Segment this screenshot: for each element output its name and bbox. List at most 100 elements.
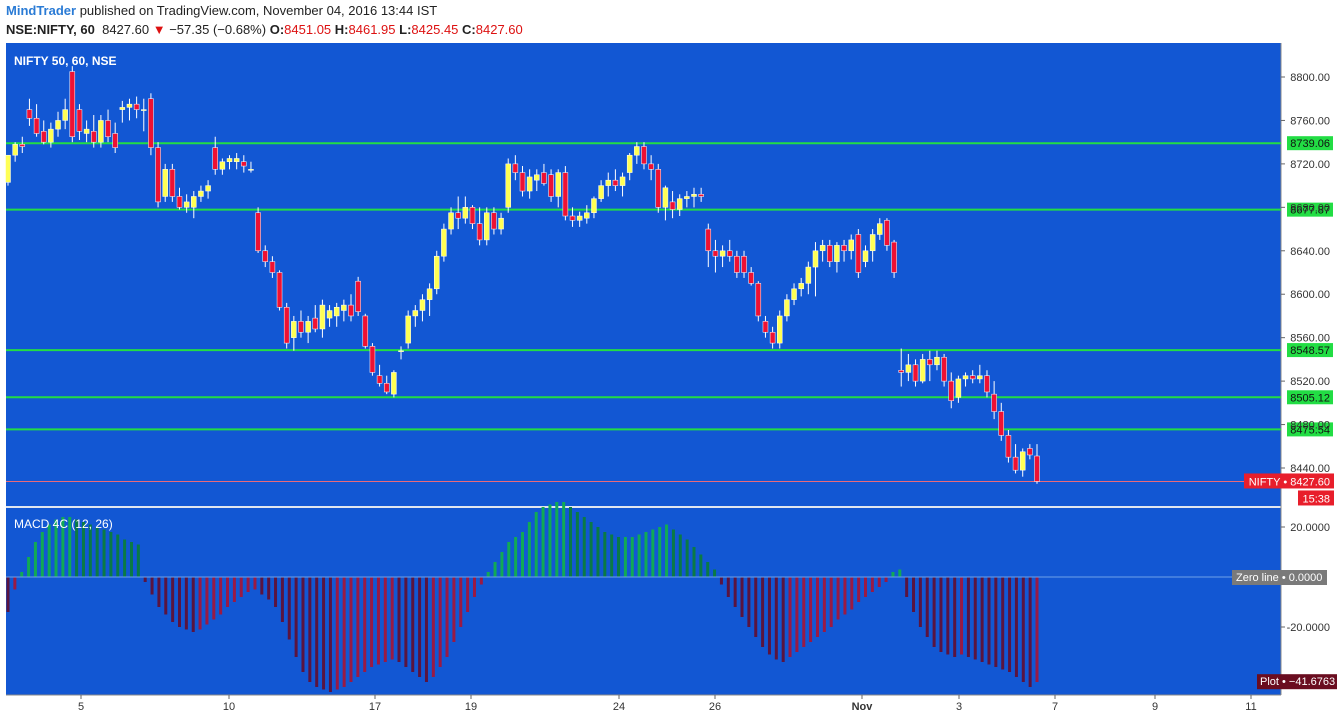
macd-bar[interactable] (761, 577, 765, 647)
candle-body[interactable] (741, 255, 747, 273)
macd-bar[interactable] (109, 532, 113, 577)
candle-body[interactable] (891, 241, 897, 273)
macd-bar[interactable] (322, 577, 326, 690)
macd-bar[interactable] (418, 577, 422, 677)
macd-bar[interactable] (472, 577, 476, 597)
candle-body[interactable] (40, 131, 47, 143)
candle-body[interactable] (827, 245, 833, 262)
publisher-name[interactable]: MindTrader (6, 3, 77, 18)
macd-bar[interactable] (452, 577, 456, 642)
macd-bar[interactable] (671, 529, 675, 578)
macd-bar[interactable] (438, 577, 442, 667)
candle-body[interactable] (934, 356, 940, 366)
candle-body[interactable] (762, 321, 769, 333)
macd-bar[interactable] (534, 512, 538, 577)
candle-body[interactable] (726, 250, 733, 257)
macd-bar[interactable] (287, 577, 291, 640)
macd-bar[interactable] (719, 577, 723, 585)
macd-bar[interactable] (260, 577, 264, 595)
candle-body[interactable] (176, 196, 183, 208)
candle-body[interactable] (555, 172, 561, 197)
candle-body[interactable] (441, 228, 447, 257)
macd-bar[interactable] (809, 577, 813, 642)
candle-body[interactable] (884, 220, 890, 246)
candle-body[interactable] (641, 146, 647, 165)
candle-body[interactable] (305, 321, 311, 333)
macd-bar[interactable] (829, 577, 833, 627)
candle-body[interactable] (626, 154, 633, 173)
macd-bar[interactable] (877, 577, 881, 587)
macd-bar[interactable] (219, 577, 223, 615)
macd-bar[interactable] (404, 577, 408, 667)
candle-body[interactable] (777, 315, 783, 344)
candle-body[interactable] (898, 370, 904, 373)
macd-bar[interactable] (1028, 577, 1032, 687)
candle-body[interactable] (369, 346, 376, 373)
candle-body[interactable] (562, 172, 569, 217)
macd-bar[interactable] (925, 577, 929, 637)
macd-bar[interactable] (123, 539, 127, 578)
candle-body[interactable] (676, 198, 683, 210)
macd-bar[interactable] (1008, 577, 1012, 672)
candle-body[interactable] (877, 223, 883, 235)
macd-bar[interactable] (212, 577, 216, 620)
candle-body[interactable] (655, 169, 662, 208)
candle-body[interactable] (312, 317, 319, 330)
candle-body[interactable] (248, 169, 254, 171)
candle-body[interactable] (791, 288, 797, 300)
candle-body[interactable] (419, 299, 426, 311)
candle-body[interactable] (391, 372, 397, 395)
macd-bar[interactable] (178, 577, 181, 627)
candle-body[interactable] (691, 194, 697, 197)
symbol-label[interactable]: NSE:NIFTY, 60 (6, 22, 95, 37)
candle-body[interactable] (991, 393, 997, 412)
candle-body[interactable] (927, 359, 933, 366)
macd-bar[interactable] (980, 577, 984, 662)
macd-bar[interactable] (40, 532, 44, 577)
candle-body[interactable] (1019, 451, 1026, 471)
candle-body[interactable] (5, 154, 11, 183)
macd-bar[interactable] (33, 542, 37, 577)
macd-bar[interactable] (918, 577, 922, 627)
candle-body[interactable] (33, 118, 40, 134)
candle-body[interactable] (326, 310, 333, 319)
macd-bar[interactable] (623, 537, 627, 577)
candle-body[interactable] (919, 359, 926, 382)
candle-body[interactable] (591, 198, 597, 214)
macd-bar[interactable] (274, 577, 278, 607)
candle-body[interactable] (169, 169, 176, 197)
candle-body[interactable] (605, 179, 611, 186)
candle-body[interactable] (455, 212, 461, 219)
candle-body[interactable] (1027, 448, 1033, 456)
candle-body[interactable] (55, 120, 61, 130)
candle-body[interactable] (798, 283, 804, 290)
macd-bar[interactable] (857, 577, 861, 602)
candle-body[interactable] (105, 120, 111, 137)
candle-body[interactable] (755, 283, 762, 317)
candle-body[interactable] (348, 304, 354, 317)
macd-bar[interactable] (733, 577, 737, 607)
candle-body[interactable] (62, 109, 68, 121)
candle-body[interactable] (984, 375, 990, 393)
candle-body[interactable] (684, 196, 690, 199)
macd-bar[interactable] (836, 577, 840, 620)
macd-bar[interactable] (383, 577, 387, 662)
macd-bar[interactable] (466, 577, 470, 612)
macd-bar[interactable] (781, 577, 785, 662)
macd-bar[interactable] (27, 557, 31, 577)
candle-body[interactable] (155, 147, 161, 203)
macd-bar[interactable] (603, 532, 607, 577)
candle-body[interactable] (191, 196, 197, 208)
candle-body[interactable] (405, 315, 411, 344)
macd-bar[interactable] (754, 577, 758, 637)
macd-bar[interactable] (767, 577, 771, 655)
candle-body[interactable] (855, 234, 862, 273)
macd-bar[interactable] (75, 519, 79, 578)
macd-bar[interactable] (308, 577, 312, 682)
candle-body[interactable] (648, 163, 654, 170)
macd-bar[interactable] (630, 537, 634, 577)
macd-bar[interactable] (370, 577, 374, 667)
candle-body[interactable] (869, 234, 876, 252)
candle-body[interactable] (362, 315, 369, 347)
candle-body[interactable] (719, 250, 726, 257)
